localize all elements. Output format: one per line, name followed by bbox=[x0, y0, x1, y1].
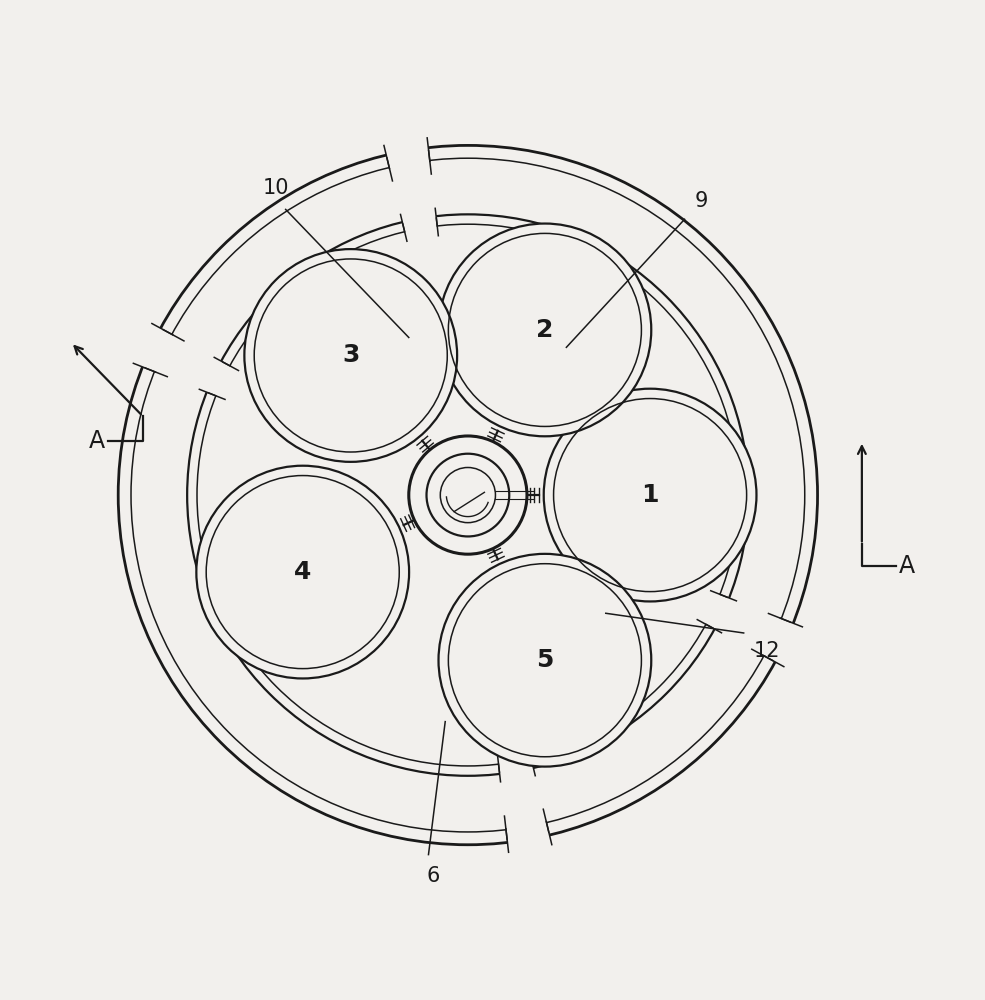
Circle shape bbox=[544, 389, 756, 601]
Circle shape bbox=[118, 145, 818, 845]
Text: 6: 6 bbox=[427, 866, 440, 886]
Circle shape bbox=[196, 466, 409, 678]
Text: 9: 9 bbox=[694, 191, 708, 211]
Text: 3: 3 bbox=[342, 343, 360, 367]
Text: 5: 5 bbox=[536, 648, 554, 672]
Circle shape bbox=[427, 454, 509, 536]
Circle shape bbox=[438, 224, 651, 436]
Text: A: A bbox=[899, 554, 915, 578]
Text: 10: 10 bbox=[263, 178, 289, 198]
Circle shape bbox=[438, 554, 651, 767]
Text: 12: 12 bbox=[754, 641, 780, 661]
Text: 1: 1 bbox=[641, 483, 659, 507]
Text: A: A bbox=[90, 429, 105, 453]
Circle shape bbox=[409, 436, 527, 554]
Text: 4: 4 bbox=[295, 560, 311, 584]
Text: 2: 2 bbox=[536, 318, 554, 342]
Circle shape bbox=[244, 249, 457, 462]
